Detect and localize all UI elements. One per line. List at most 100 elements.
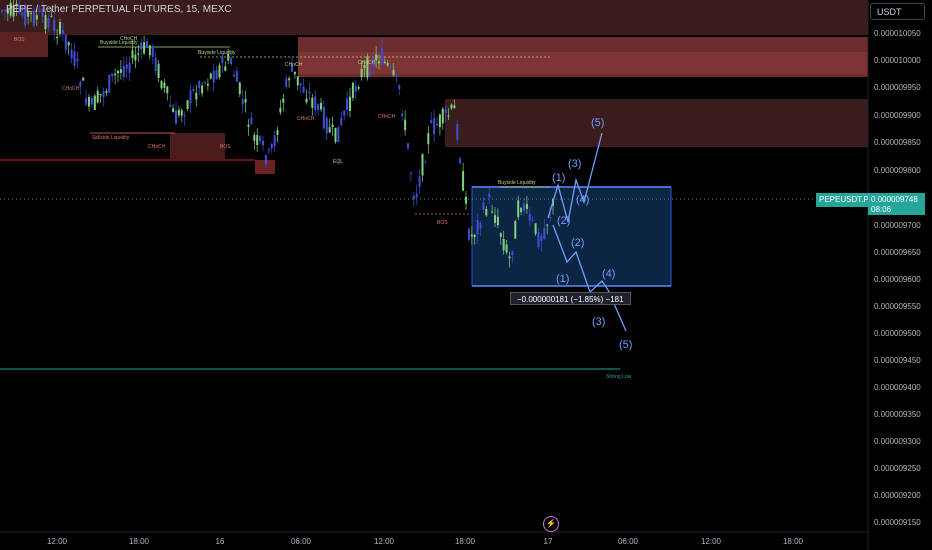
candle-body [85, 98, 88, 105]
candle-body [79, 82, 82, 87]
choch-label-5: CHoCH [285, 62, 303, 68]
candle-body [528, 213, 531, 221]
supply-zones [0, 0, 868, 174]
candle-body [50, 15, 53, 17]
candle-body [175, 110, 177, 124]
candle-body [282, 98, 285, 103]
candle-body [407, 143, 409, 149]
price-tick-label: 0.000010050 [874, 29, 921, 38]
candle-body [230, 57, 233, 65]
candle-body [436, 123, 438, 126]
candle-body [540, 235, 543, 242]
price-tick-label: 0.000009400 [874, 383, 921, 392]
symbol-title[interactable]: PEPE / Tether PERPETUAL FUTURES, 15, MEX… [6, 4, 232, 15]
supply-zone-top [0, 0, 868, 35]
measure-tooltip: −0.000000181 (−1.85%) −181 [510, 292, 631, 305]
candle-body [195, 92, 198, 100]
buyside-label-1: Buyside Liquidity [100, 40, 138, 46]
candle-body [15, 3, 18, 7]
candle-body [444, 109, 447, 114]
candle-body [453, 105, 456, 109]
price-tick-label: 0.000009650 [874, 248, 921, 257]
candle-body [30, 12, 32, 14]
buyside-label-2: Buyside Liquidity [198, 50, 236, 56]
candle-body [105, 91, 108, 93]
lightning-icon[interactable]: ⚡ [543, 516, 559, 532]
candle-body [206, 83, 209, 86]
candle-body [514, 221, 517, 239]
wave-up-3: (3) [568, 158, 581, 170]
eql-label: EQL [333, 159, 343, 165]
wave-down-4: (4) [602, 268, 615, 280]
candle-body [412, 195, 415, 200]
candle-body [47, 18, 50, 28]
candle-body [111, 73, 114, 77]
price-tick-label: 0.000009200 [874, 491, 921, 500]
candle-body [21, 12, 24, 16]
candle-body [117, 70, 119, 74]
candle-body [90, 97, 93, 105]
candle-body [96, 90, 99, 103]
candle-body [485, 208, 488, 216]
candle-body [204, 82, 206, 84]
candle-body [450, 104, 453, 109]
supply-zone-small [170, 133, 225, 159]
candle-body [146, 40, 148, 49]
candle-body [302, 86, 305, 93]
supply-zone-mid-inner [298, 52, 868, 74]
choch-label-2: CHoCH [148, 144, 166, 150]
candle-body [433, 118, 436, 135]
candle-body [427, 133, 430, 145]
price-axis[interactable]: 0.000010050 0.000010000 0.000009950 0.00000… [874, 29, 921, 527]
candle-body [409, 172, 412, 174]
time-tick-label: 17 [544, 537, 553, 546]
candle-body [82, 77, 85, 81]
candle-body [215, 70, 218, 80]
time-axis[interactable]: 12:00 18:00 16 06:00 12:00 18:00 17 06:00 12:00 1… [47, 537, 804, 546]
candle-body [320, 102, 322, 110]
candle-body [140, 42, 143, 50]
price-tick-label: 0.000009800 [874, 166, 921, 175]
price-tick-label: 0.000009450 [874, 356, 921, 365]
wave-down-3: (3) [592, 316, 605, 328]
buyside-label-3: Buyside Liquidity [498, 180, 536, 186]
candle-body [386, 62, 389, 66]
candle-body [456, 123, 459, 140]
candle-body [351, 82, 354, 98]
candle-body [395, 74, 398, 77]
candle-body [404, 119, 407, 131]
candle-body [337, 126, 340, 143]
candle-body [430, 120, 433, 123]
candles [1, 0, 554, 268]
candle-body [212, 70, 215, 83]
candle-body [372, 58, 375, 67]
candle-body [276, 130, 279, 135]
candle-body [157, 63, 160, 79]
candle-body [418, 176, 421, 187]
candle-body [505, 244, 508, 253]
candle-body [549, 217, 552, 219]
candle-body [421, 154, 424, 176]
candle-body [363, 64, 366, 69]
candle-body [305, 98, 308, 103]
candle-body [340, 117, 343, 126]
candle-body [163, 82, 166, 88]
currency-button[interactable]: USDT [870, 3, 925, 20]
candle-body [334, 127, 337, 143]
price-tick-label: 0.000009600 [874, 275, 921, 284]
bos-label-3: BOS [437, 220, 448, 226]
candle-body [328, 127, 331, 133]
candle-body [380, 48, 383, 65]
candle-body [108, 74, 111, 93]
time-tick-label: 12:00 [701, 537, 722, 546]
candle-body [38, 9, 41, 12]
candle-body [482, 202, 485, 210]
candle-body [465, 196, 467, 204]
candle-body [479, 222, 482, 229]
price-tick-label: 0.000010000 [874, 56, 921, 65]
bos-label-2: BOS [220, 144, 231, 150]
candle-body [496, 216, 499, 226]
candle-body [264, 155, 267, 165]
wave-up-path[interactable] [547, 132, 603, 223]
